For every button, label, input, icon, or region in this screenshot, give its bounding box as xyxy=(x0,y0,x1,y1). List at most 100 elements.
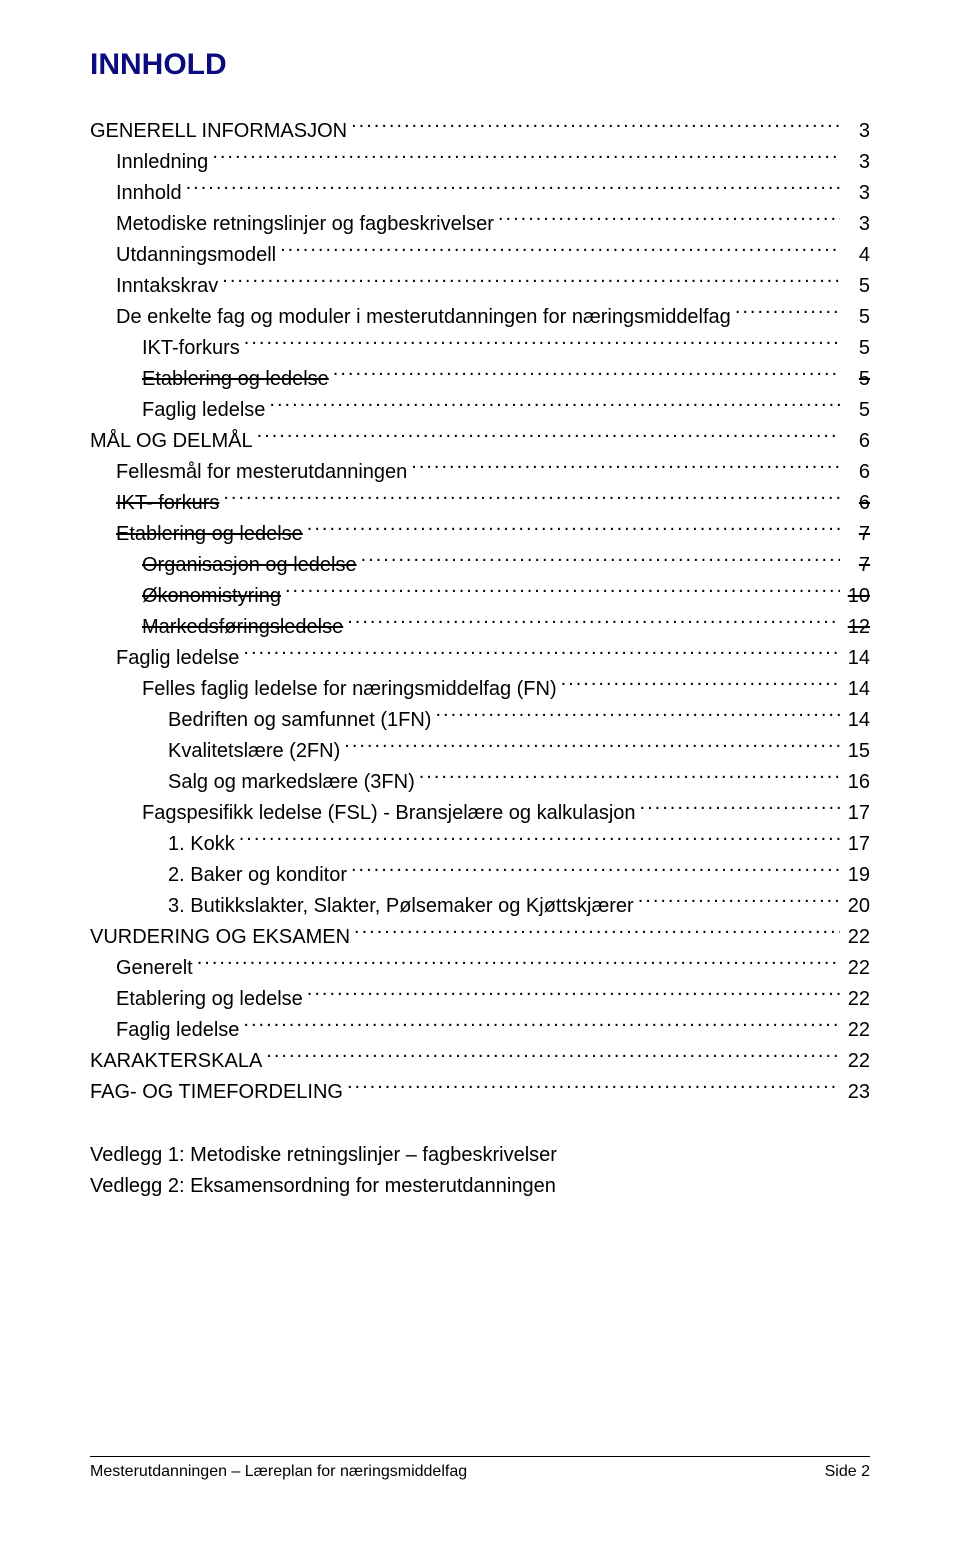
toc-page-number: 22 xyxy=(844,984,870,1015)
toc-page-number: 6 xyxy=(844,488,870,519)
toc-page-number: 20 xyxy=(844,891,870,922)
toc-label: Organisasjon og ledelse xyxy=(142,550,357,581)
toc-row: Etablering og ledelse 7 xyxy=(90,519,870,550)
toc-leader xyxy=(638,892,840,912)
toc-label: Økonomistyring xyxy=(142,581,281,612)
appendix-line: Vedlegg 2: Eksamensordning for mesterutd… xyxy=(90,1171,870,1202)
toc-row: IKT-forkurs5 xyxy=(90,333,870,364)
toc-label: KARAKTERSKALA xyxy=(90,1046,262,1077)
toc-label: Faglig ledelse xyxy=(142,395,265,426)
toc-page-number: 14 xyxy=(844,643,870,674)
toc-label: Etablering og ledelse xyxy=(116,519,303,550)
toc-label: Bedriften og samfunnet (1FN) xyxy=(168,705,431,736)
toc-label: VURDERING OG EKSAMEN xyxy=(90,922,350,953)
toc-page-number: 10 xyxy=(844,581,870,612)
document-page: INNHOLD GENERELL INFORMASJON3Innledning3… xyxy=(0,0,960,1541)
toc-label: MÅL OG DELMÅL xyxy=(90,426,253,457)
toc-label: Utdanningsmodell xyxy=(116,240,276,271)
toc-row: Innledning3 xyxy=(90,147,870,178)
toc-page-number: 16 xyxy=(844,767,870,798)
toc-leader xyxy=(351,117,840,137)
toc-leader xyxy=(498,210,840,230)
toc-row: Utdanningsmodell4 xyxy=(90,240,870,271)
toc-label: 2. Baker og konditor xyxy=(168,860,347,891)
toc-label: Inntakskrav xyxy=(116,271,218,302)
toc-row: 3. Butikkslakter, Slakter, Pølsemaker og… xyxy=(90,891,870,922)
toc-row: Økonomistyring 10 xyxy=(90,581,870,612)
toc-label: Faglig ledelse xyxy=(116,1015,239,1046)
toc-label: GENERELL INFORMASJON xyxy=(90,116,347,147)
toc-page-number: 22 xyxy=(844,922,870,953)
toc-page-number: 5 xyxy=(844,271,870,302)
toc-row: Metodiske retningslinjer og fagbeskrivel… xyxy=(90,209,870,240)
toc-leader xyxy=(411,458,840,478)
toc-page-number: 7 xyxy=(844,519,870,550)
toc-leader xyxy=(419,768,840,788)
toc-leader xyxy=(435,706,840,726)
toc-label: Innhold xyxy=(116,178,182,209)
toc-row: Etablering og ledelse 22 xyxy=(90,984,870,1015)
toc-page-number: 3 xyxy=(844,147,870,178)
toc-label: Generelt xyxy=(116,953,193,984)
toc-leader xyxy=(239,830,840,850)
toc-row: Etablering og ledelse 5 xyxy=(90,364,870,395)
toc-row: Salg og markedslære (3FN) 16 xyxy=(90,767,870,798)
toc-row: Faglig ledelse 5 xyxy=(90,395,870,426)
toc-row: Generelt 22 xyxy=(90,953,870,984)
toc-page-number: 23 xyxy=(844,1077,870,1108)
toc-leader xyxy=(333,365,840,385)
footer-right-text: Side 2 xyxy=(825,1463,870,1481)
toc-row: KARAKTERSKALA 22 xyxy=(90,1046,870,1077)
toc-row: Bedriften og samfunnet (1FN)14 xyxy=(90,705,870,736)
toc-page-number: 3 xyxy=(844,209,870,240)
toc-leader xyxy=(269,396,840,416)
toc-label: Felles faglig ledelse for næringsmiddelf… xyxy=(142,674,557,705)
toc-label: De enkelte fag og moduler i mesterutdann… xyxy=(116,302,731,333)
toc-row: IKT- forkurs 6 xyxy=(90,488,870,519)
toc-leader xyxy=(347,613,840,633)
toc-label: Etablering og ledelse xyxy=(116,984,303,1015)
toc-leader xyxy=(197,954,840,974)
footer-divider xyxy=(90,1456,870,1457)
toc-label: Faglig ledelse xyxy=(116,643,239,674)
toc-page-number: 3 xyxy=(844,116,870,147)
toc-label: IKT- forkurs xyxy=(116,488,219,519)
toc-leader xyxy=(222,272,840,292)
toc-page-number: 22 xyxy=(844,953,870,984)
toc-label: Metodiske retningslinjer og fagbeskrivel… xyxy=(116,209,494,240)
toc-row: Inntakskrav 5 xyxy=(90,271,870,302)
toc-leader xyxy=(735,303,840,323)
toc-page-number: 5 xyxy=(844,395,870,426)
appendix-line: Vedlegg 1: Metodiske retningslinjer – fa… xyxy=(90,1140,870,1171)
toc-page-number: 12 xyxy=(844,612,870,643)
toc-leader xyxy=(212,148,840,168)
toc-leader xyxy=(186,179,840,199)
toc-label: FAG- OG TIMEFORDELING xyxy=(90,1077,343,1108)
toc-row: MÅL OG DELMÅL 6 xyxy=(90,426,870,457)
toc-page-number: 17 xyxy=(844,829,870,860)
toc-page-number: 6 xyxy=(844,426,870,457)
toc-page-number: 22 xyxy=(844,1046,870,1077)
toc-leader xyxy=(361,551,840,571)
table-of-contents: GENERELL INFORMASJON3Innledning3Innhold3… xyxy=(90,116,870,1108)
toc-label: Fellesmål for mesterutdanningen xyxy=(116,457,407,488)
toc-page-number: 5 xyxy=(844,364,870,395)
toc-page-number: 19 xyxy=(844,860,870,891)
toc-label: Fagspesifikk ledelse (FSL) - Bransjelære… xyxy=(142,798,636,829)
toc-label: Etablering og ledelse xyxy=(142,364,329,395)
toc-leader xyxy=(244,334,840,354)
toc-leader xyxy=(223,489,840,509)
toc-label: Salg og markedslære (3FN) xyxy=(168,767,415,798)
toc-leader xyxy=(640,799,840,819)
toc-leader xyxy=(280,241,840,261)
toc-row: Kvalitetslære (2FN)15 xyxy=(90,736,870,767)
toc-row: De enkelte fag og moduler i mesterutdann… xyxy=(90,302,870,333)
toc-page-number: 6 xyxy=(844,457,870,488)
toc-leader xyxy=(347,1078,840,1098)
toc-leader xyxy=(257,427,840,447)
toc-row: Fellesmål for mesterutdanningen 6 xyxy=(90,457,870,488)
toc-page-number: 5 xyxy=(844,333,870,364)
toc-leader xyxy=(344,737,840,757)
appendix-list: Vedlegg 1: Metodiske retningslinjer – fa… xyxy=(90,1140,870,1202)
toc-page-number: 22 xyxy=(844,1015,870,1046)
